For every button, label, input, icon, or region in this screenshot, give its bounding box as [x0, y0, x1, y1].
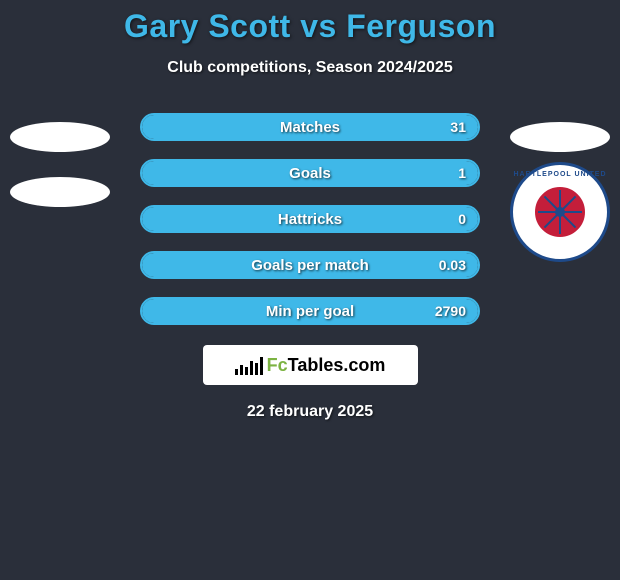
club-badge-text: HARTLEPOOL UNITED	[513, 171, 606, 178]
wheel-icon	[535, 187, 585, 237]
page-title: Gary Scott vs Ferguson	[0, 8, 620, 45]
stat-row-min-per-goal: Min per goal 2790	[140, 297, 480, 325]
bar-chart-icon	[235, 355, 263, 375]
stat-value: 0	[458, 211, 466, 227]
player2-club-badge: HARTLEPOOL UNITED	[510, 162, 610, 262]
stat-row-goals-per-match: Goals per match 0.03	[140, 251, 480, 279]
stat-value: 0.03	[439, 257, 466, 273]
player2-badge-placeholder	[510, 122, 610, 152]
fctables-logo[interactable]: FcTables.com	[203, 345, 418, 385]
stat-label: Min per goal	[266, 303, 354, 320]
stat-value: 1	[458, 165, 466, 181]
player1-badge-placeholder	[10, 122, 110, 152]
date-label: 22 february 2025	[0, 403, 620, 421]
comparison-card: Gary Scott vs Ferguson Club competitions…	[0, 0, 620, 421]
stat-label: Matches	[280, 119, 340, 136]
stat-row-goals: Goals 1	[140, 159, 480, 187]
stat-row-matches: Matches 31	[140, 113, 480, 141]
logo-text: FcTables.com	[267, 355, 386, 376]
stat-label: Goals	[289, 165, 331, 182]
right-player-badges: HARTLEPOOL UNITED	[510, 122, 610, 262]
stat-label: Goals per match	[251, 257, 369, 274]
stat-value: 2790	[435, 303, 466, 319]
left-player-badges	[10, 122, 110, 207]
stat-value: 31	[450, 119, 466, 135]
player1-club-placeholder	[10, 177, 110, 207]
stat-row-hattricks: Hattricks 0	[140, 205, 480, 233]
club-badge-inner	[533, 185, 587, 239]
subtitle: Club competitions, Season 2024/2025	[0, 59, 620, 77]
stat-label: Hattricks	[278, 211, 342, 228]
